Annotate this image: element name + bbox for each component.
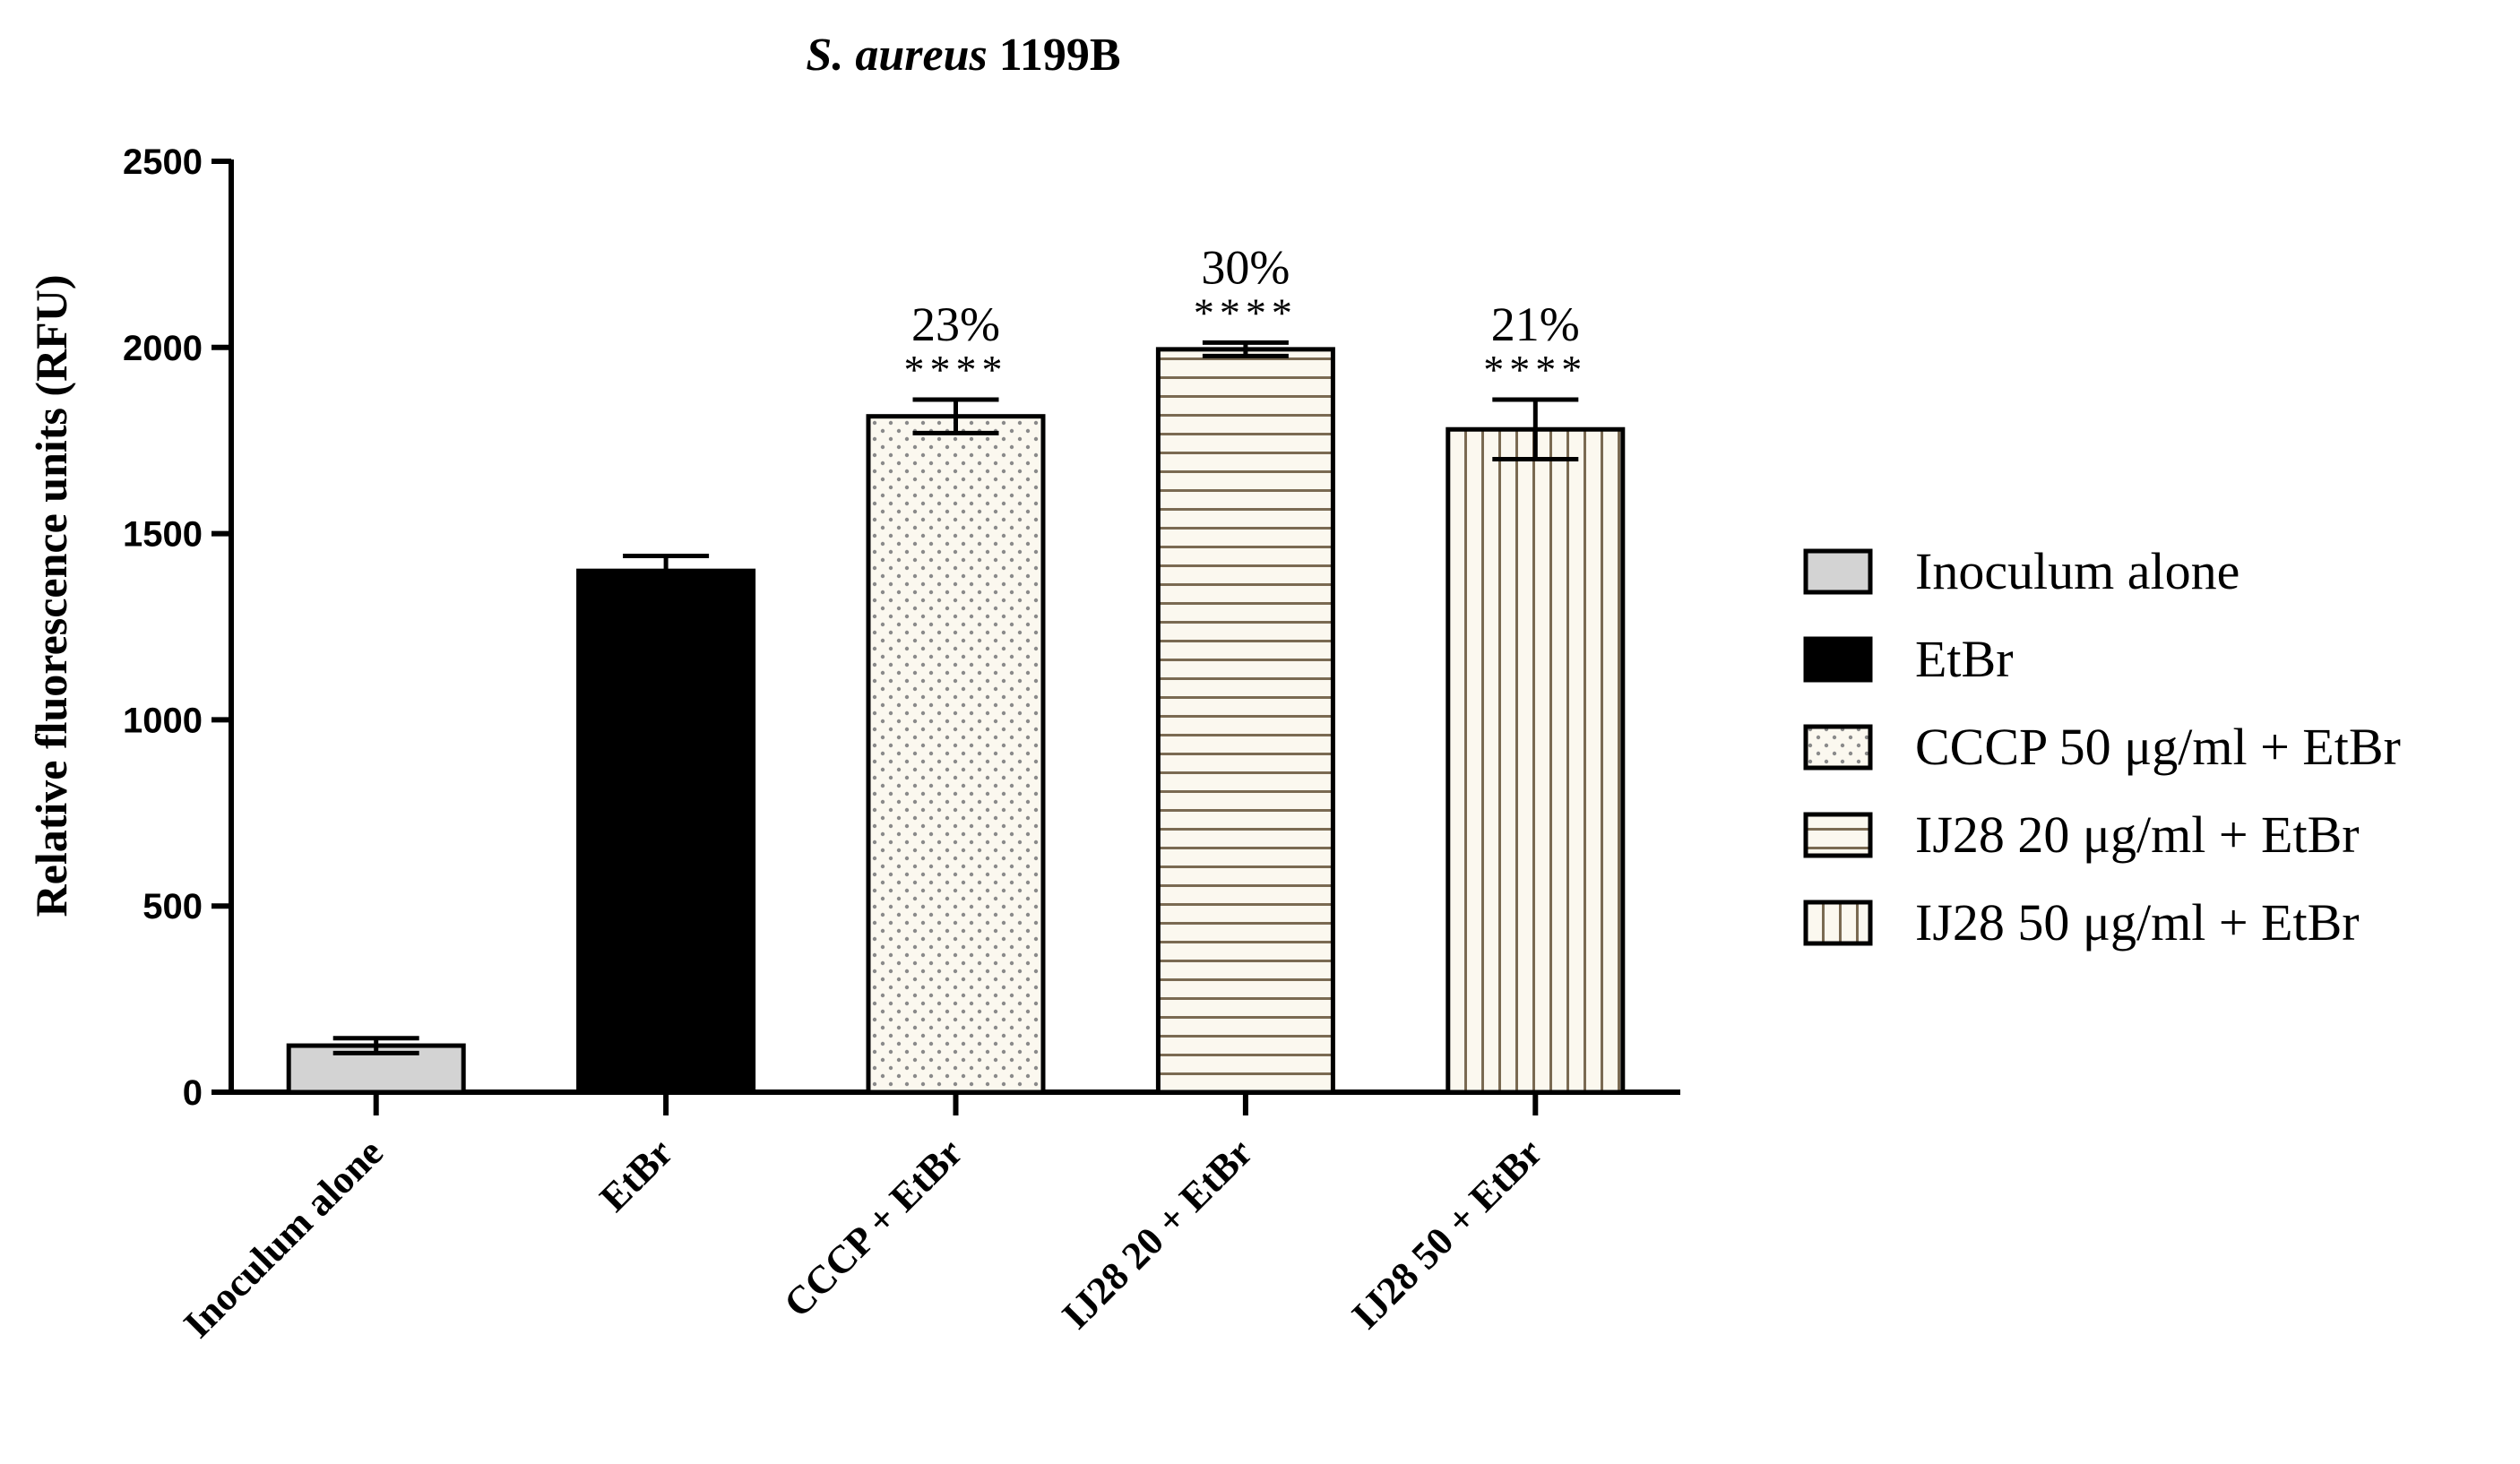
chart-title-rest: 1199B xyxy=(988,30,1121,81)
significance-stars: **** xyxy=(904,347,1008,392)
legend-swatch xyxy=(1803,812,1873,858)
x-tick-label: EtBr xyxy=(591,1130,681,1219)
legend-swatch xyxy=(1803,900,1873,946)
bar xyxy=(1446,426,1626,1095)
y-tick-label: 500 xyxy=(142,887,203,926)
bar xyxy=(1155,347,1335,1095)
error-bars xyxy=(332,340,1579,1055)
legend-swatch xyxy=(1803,548,1873,595)
y-tick-label: 0 xyxy=(183,1073,203,1113)
legend-label: IJ28 20 μg/ml + EtBr xyxy=(1915,805,2360,864)
chart-title-italic: S. aureus xyxy=(806,30,987,81)
y-tick-label: 1500 xyxy=(123,515,203,555)
bar xyxy=(576,568,756,1095)
y-tick-label: 2500 xyxy=(123,142,203,182)
legend-label: EtBr xyxy=(1915,630,2014,688)
x-tick-label: CCCP + EtBr xyxy=(775,1130,971,1325)
significance-stars: **** xyxy=(1483,347,1587,392)
legend-label: CCCP 50 μg/ml + EtBr xyxy=(1915,718,2401,776)
legend: Inoculum alone EtBr CCCP 50 μg/ml + EtBr IJ… xyxy=(1803,542,2401,952)
y-tick-label: 1000 xyxy=(123,701,203,740)
y-tick-label: 2000 xyxy=(123,329,203,368)
y-axis: 0 500 1000 1500 2000 2500 xyxy=(123,142,234,1113)
x-tick-label: IJ28 20 + EtBr xyxy=(1054,1130,1261,1337)
significance-stars: **** xyxy=(1194,289,1298,335)
percent-label: 23% xyxy=(911,297,1000,351)
significance-annotations: ****23% ****30%****21% xyxy=(904,240,1587,392)
x-tick-label: IJ28 50 + EtBr xyxy=(1343,1130,1550,1337)
legend-label: Inoculum alone xyxy=(1915,542,2240,600)
bar xyxy=(866,414,1046,1095)
legend-swatch xyxy=(1803,724,1873,771)
x-axis xyxy=(229,1089,1680,1115)
x-tick-label: Inoculum alone xyxy=(176,1130,392,1346)
chart-title: S. aureus 1199B xyxy=(806,30,1120,81)
bar xyxy=(286,1043,466,1095)
category-labels: Inoculum alone EtBr CCCP + EtBr IJ28 20 + E… xyxy=(176,1130,1551,1346)
legend-label: IJ28 50 μg/ml + EtBr xyxy=(1915,893,2360,952)
y-axis-label: Relative fluorescence units (RFU) xyxy=(26,275,76,917)
percent-label: 30% xyxy=(1201,240,1290,294)
legend-swatch xyxy=(1803,636,1873,683)
percent-label: 21% xyxy=(1491,297,1580,351)
bars xyxy=(286,347,1626,1095)
